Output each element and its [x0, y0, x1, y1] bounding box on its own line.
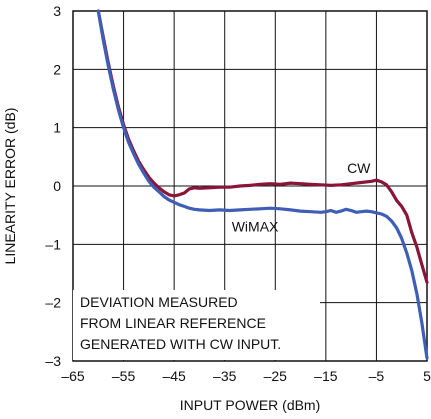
plot-border	[72, 10, 428, 362]
annotation-background	[73, 290, 320, 360]
annotation-line-1: DEVIATION MEASURED	[80, 294, 238, 310]
y-tick-label: 2	[53, 61, 61, 77]
series-label-wimax: WiMAX	[232, 219, 279, 235]
x-tick-label: –25	[264, 368, 288, 384]
y-tick-label: –3	[45, 353, 61, 369]
y-tick-label: –2	[45, 295, 61, 311]
x-tick-label: –55	[112, 368, 136, 384]
y-tick-labels: 3 2 1 0 –1 –2 –3	[45, 3, 61, 369]
series-layer	[96, 9, 429, 360]
series-line-wimax	[96, 9, 429, 360]
x-tick-labels: –65 –55 –45 –35 –25 –15 –5 5	[61, 368, 431, 384]
y-tick-label: 0	[53, 178, 61, 194]
x-tick-label: –5	[369, 368, 385, 384]
x-tick-label: –35	[213, 368, 237, 384]
x-axis-label: INPUT POWER (dBm)	[180, 397, 321, 413]
annotation-box: DEVIATION MEASURED FROM LINEAR REFERENCE…	[73, 290, 320, 360]
series-label-cw: CW	[347, 160, 371, 176]
y-tick-label: 3	[53, 3, 61, 19]
y-axis-label: LINEARITY ERROR (dB)	[2, 108, 18, 265]
y-tick-label: 1	[53, 120, 61, 136]
annotation-line-2: FROM LINEAR REFERENCE	[80, 315, 266, 331]
x-tick-label: 5	[423, 368, 431, 384]
annotation-line-3: GENERATED WITH CW INPUT.	[80, 336, 281, 352]
y-tick-label: –1	[45, 236, 61, 252]
series-labels: CW WiMAX	[232, 160, 371, 234]
x-tick-label: –65	[61, 368, 85, 384]
x-tick-label: –15	[314, 368, 338, 384]
x-tick-label: –45	[162, 368, 186, 384]
plot-frame	[72, 10, 428, 362]
